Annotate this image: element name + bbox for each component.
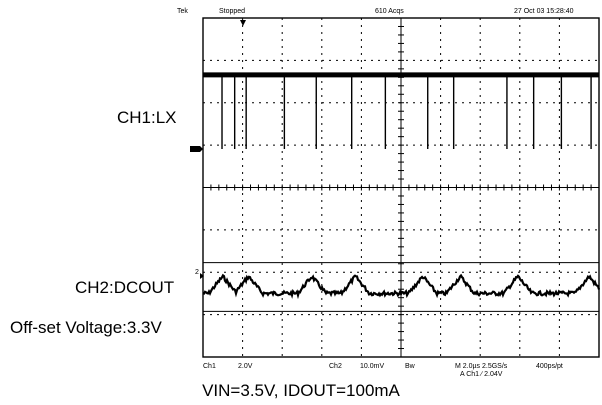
ch2-level-marker-icon — [200, 273, 204, 279]
acquisition-count: 610 Acqs — [375, 8, 404, 15]
bandwidth-limit: Bw — [405, 363, 415, 370]
run-state: Stopped — [219, 8, 246, 15]
timestamp: 27 Oct 03 15:28:40 — [514, 8, 574, 15]
channel-markers: 2 — [190, 20, 246, 279]
offset-voltage-label: Off-set Voltage:3.3V — [10, 318, 162, 337]
brand-label: Tek — [177, 8, 188, 15]
ch2-ripple-trace — [202, 273, 601, 300]
ch1-scale: 2.0V — [238, 363, 253, 370]
record-resolution: 400ps/pt — [536, 363, 563, 370]
ch1-label: CH1:LX — [117, 108, 177, 127]
ch2-scale: 10.0mV — [360, 363, 385, 370]
test-conditions-caption: VIN=3.5V, IDOUT=100mA — [202, 381, 400, 400]
timebase-setting: M 2.0µs 2.5GS/s — [455, 363, 508, 370]
graticule — [203, 18, 599, 357]
ch2-name: Ch2 — [329, 363, 342, 370]
ch2-label: CH2:DCOUT — [75, 278, 175, 297]
ch1-name: Ch1 — [203, 363, 216, 370]
trigger-setting: A Ch1 ∕ 2.04V — [460, 371, 503, 378]
ch2-marker: 2 — [195, 269, 199, 276]
ch1-ground-marker-icon — [190, 146, 203, 152]
trigger-marker-icon — [240, 20, 246, 26]
traces — [202, 72, 601, 312]
